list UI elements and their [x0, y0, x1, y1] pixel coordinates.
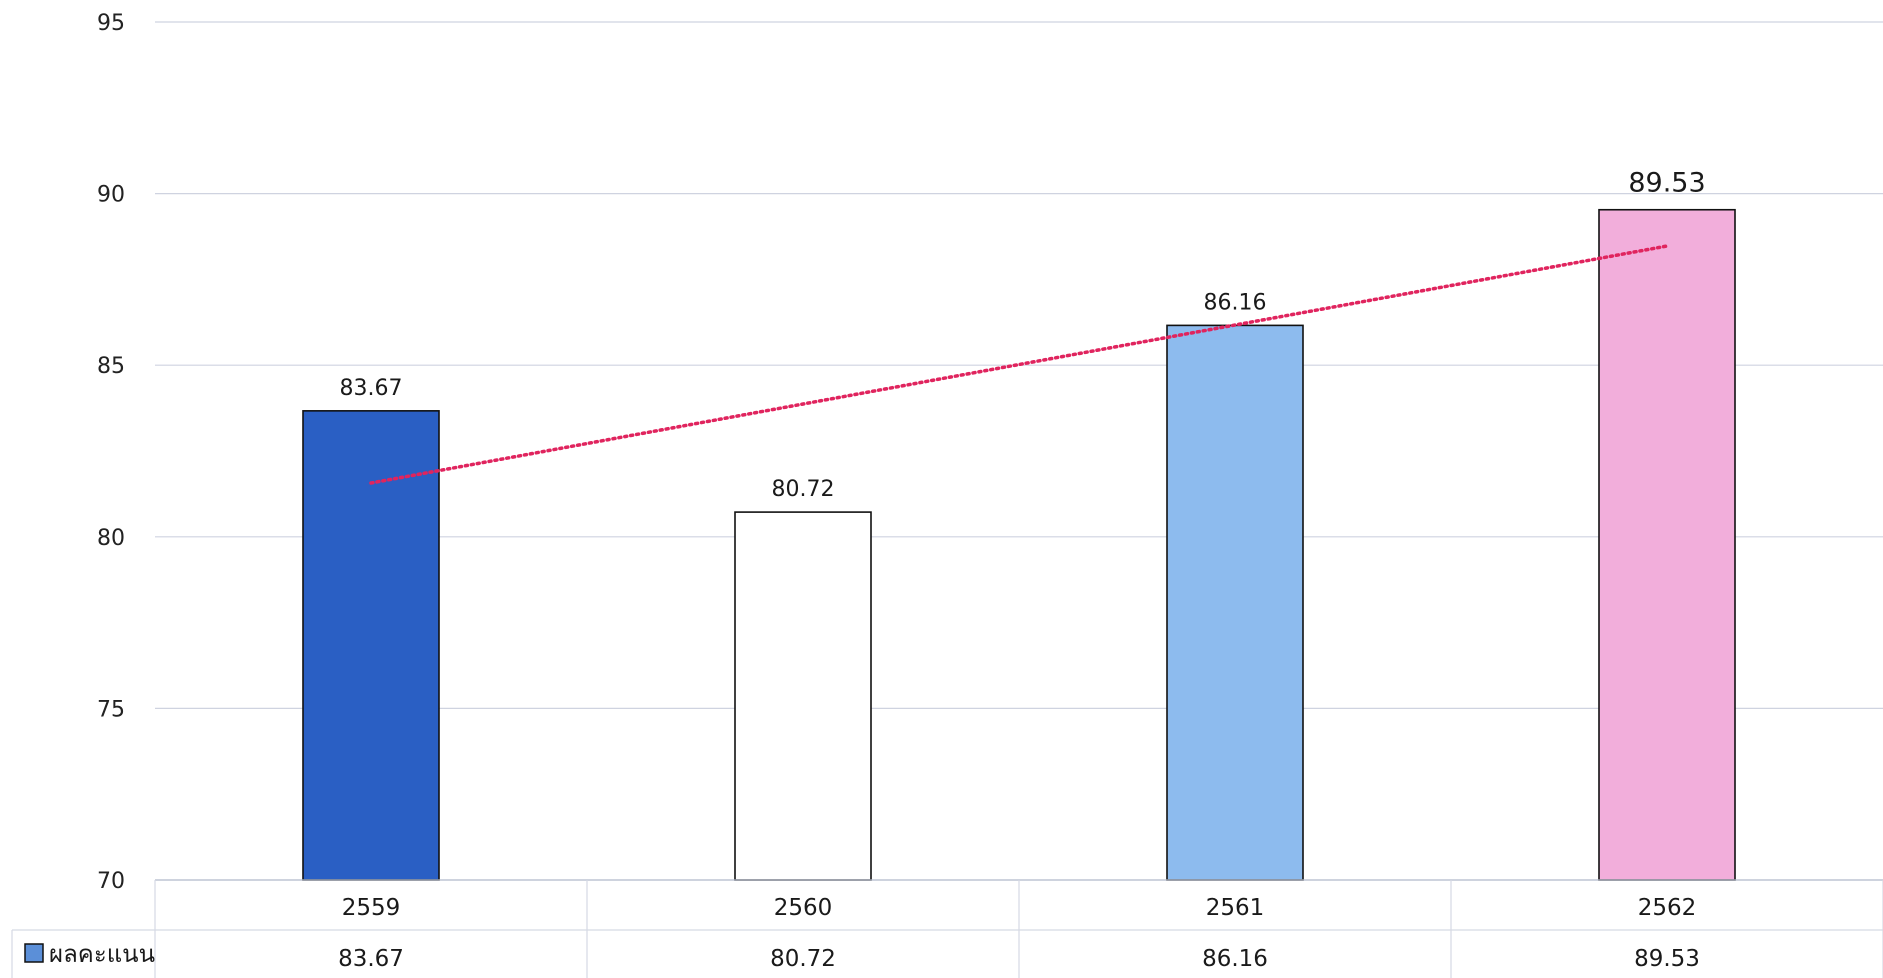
data-table: 2559 2560 2561 2562 83.67 80.72 86.16 89.53 ผลคะ… [11, 879, 1883, 978]
table-value: 83.67 [338, 946, 404, 972]
bar [1598, 208, 1736, 881]
x-category-label: 2559 [342, 895, 401, 921]
legend-key [24, 943, 44, 963]
y-tick-label: 85 [97, 354, 125, 379]
legend-series-label: ผลคะแนน [49, 940, 155, 968]
bars [302, 208, 1736, 881]
y-tick-label: 95 [97, 11, 125, 36]
x-category-label: 2561 [1206, 895, 1265, 921]
y-tick-label: 90 [97, 183, 125, 208]
data-label: 89.53 [1628, 168, 1705, 199]
y-tick-label: 80 [97, 526, 125, 551]
data-label: 80.72 [772, 477, 835, 502]
table-value: 86.16 [1202, 946, 1268, 972]
table-value: 89.53 [1634, 946, 1700, 972]
bar [734, 511, 872, 881]
data-label: 83.67 [340, 376, 403, 401]
x-category-label: 2562 [1638, 895, 1697, 921]
bar [1166, 324, 1304, 881]
data-label: 86.16 [1204, 290, 1267, 315]
table-value: 80.72 [770, 946, 836, 972]
trendline [369, 244, 1669, 485]
y-tick-label: 75 [97, 697, 125, 722]
x-category-label: 2560 [774, 895, 833, 921]
y-axis: 70 75 80 85 90 95 [97, 11, 125, 894]
data-labels: 83.67 80.72 86.16 89.53 [340, 168, 1706, 502]
y-tick-label: 70 [97, 869, 125, 894]
bar [302, 410, 440, 881]
trendline-line [369, 244, 1669, 485]
